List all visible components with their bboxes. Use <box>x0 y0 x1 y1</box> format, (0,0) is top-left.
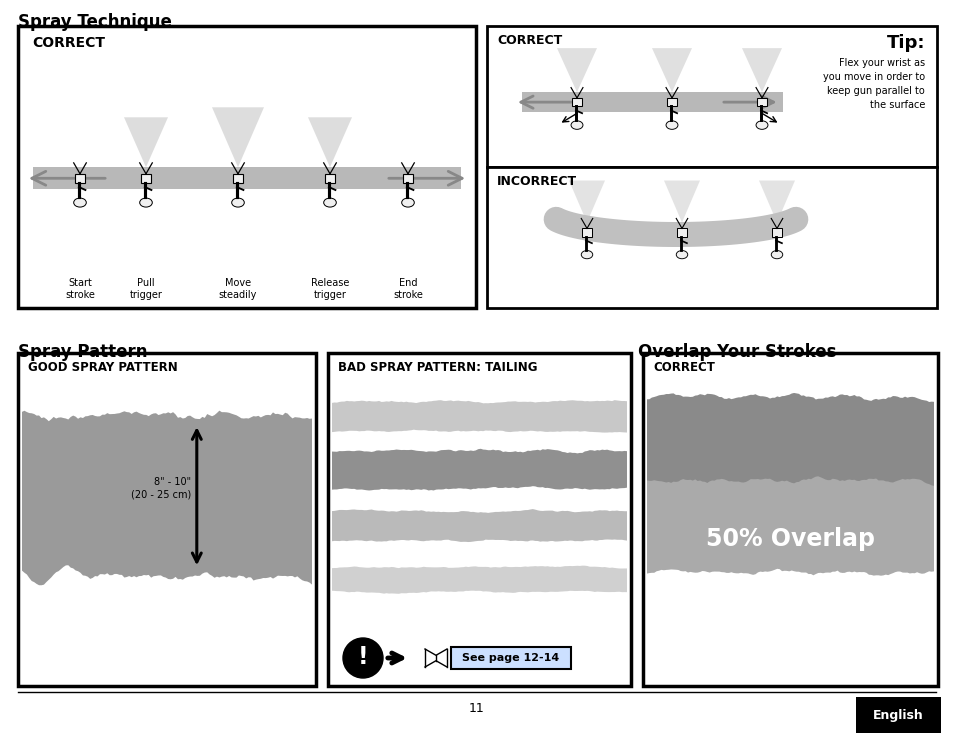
Bar <box>855 697 940 733</box>
Bar <box>324 173 335 183</box>
Text: Overlap Your Strokes: Overlap Your Strokes <box>638 343 836 361</box>
Polygon shape <box>332 400 626 432</box>
Text: !: ! <box>357 645 368 669</box>
Polygon shape <box>759 181 794 222</box>
Polygon shape <box>332 509 626 542</box>
Bar <box>328 353 630 686</box>
Text: INCORRECT: INCORRECT <box>497 175 577 188</box>
Bar <box>18 26 476 308</box>
Bar <box>571 98 581 106</box>
Text: Release
trigger: Release trigger <box>311 278 349 300</box>
Bar <box>140 173 152 183</box>
Bar <box>33 168 460 189</box>
Bar <box>581 228 591 237</box>
Polygon shape <box>124 117 168 168</box>
Text: CORRECT: CORRECT <box>32 36 105 50</box>
Bar <box>756 98 766 106</box>
Text: Pull
trigger: Pull trigger <box>130 278 162 300</box>
Polygon shape <box>212 107 264 168</box>
Bar <box>486 26 936 167</box>
Bar <box>642 353 937 686</box>
Polygon shape <box>646 476 933 576</box>
Text: Move
steadily: Move steadily <box>218 278 257 300</box>
Polygon shape <box>663 181 700 222</box>
Bar <box>74 173 86 183</box>
Ellipse shape <box>665 121 678 129</box>
Polygon shape <box>557 48 597 92</box>
Ellipse shape <box>571 121 582 129</box>
Ellipse shape <box>756 121 767 129</box>
Text: CORRECT: CORRECT <box>497 34 561 47</box>
Text: 50% Overlap: 50% Overlap <box>705 528 874 551</box>
Ellipse shape <box>676 250 687 259</box>
Text: GOOD SPRAY PATTERN: GOOD SPRAY PATTERN <box>28 361 177 374</box>
Bar <box>233 173 243 183</box>
Ellipse shape <box>232 198 244 207</box>
Polygon shape <box>22 410 312 585</box>
Polygon shape <box>332 565 626 594</box>
Ellipse shape <box>580 250 592 259</box>
Text: Start
stroke: Start stroke <box>65 278 95 300</box>
Polygon shape <box>568 181 604 222</box>
Text: Spray Pattern: Spray Pattern <box>18 343 148 361</box>
Bar <box>677 228 686 237</box>
Text: End
stroke: End stroke <box>393 278 422 300</box>
Text: Tip:: Tip: <box>885 34 924 52</box>
Polygon shape <box>646 393 933 495</box>
Polygon shape <box>741 48 781 92</box>
Polygon shape <box>308 117 352 168</box>
Polygon shape <box>332 449 626 491</box>
Bar <box>521 92 782 112</box>
Text: English: English <box>872 708 923 722</box>
Text: 8" - 10"
(20 - 25 cm): 8" - 10" (20 - 25 cm) <box>131 477 191 500</box>
Text: Spray Technique: Spray Technique <box>18 13 172 31</box>
Bar <box>666 98 677 106</box>
Polygon shape <box>651 48 691 92</box>
Ellipse shape <box>139 198 152 207</box>
Bar <box>486 167 936 308</box>
Bar <box>771 228 781 237</box>
Text: CORRECT: CORRECT <box>652 361 714 374</box>
Text: BAD SPRAY PATTERN: TAILING: BAD SPRAY PATTERN: TAILING <box>337 361 537 374</box>
Ellipse shape <box>323 198 336 207</box>
Bar <box>402 173 413 183</box>
Text: Flex your wrist as
you move in order to
keep gun parallel to
the surface: Flex your wrist as you move in order to … <box>822 58 924 110</box>
Circle shape <box>343 638 382 678</box>
Ellipse shape <box>770 250 781 259</box>
Bar <box>18 353 315 686</box>
Bar <box>451 647 571 669</box>
Text: 11: 11 <box>469 702 484 714</box>
Text: See page 12-14: See page 12-14 <box>462 653 559 663</box>
Ellipse shape <box>73 198 86 207</box>
Ellipse shape <box>401 198 414 207</box>
